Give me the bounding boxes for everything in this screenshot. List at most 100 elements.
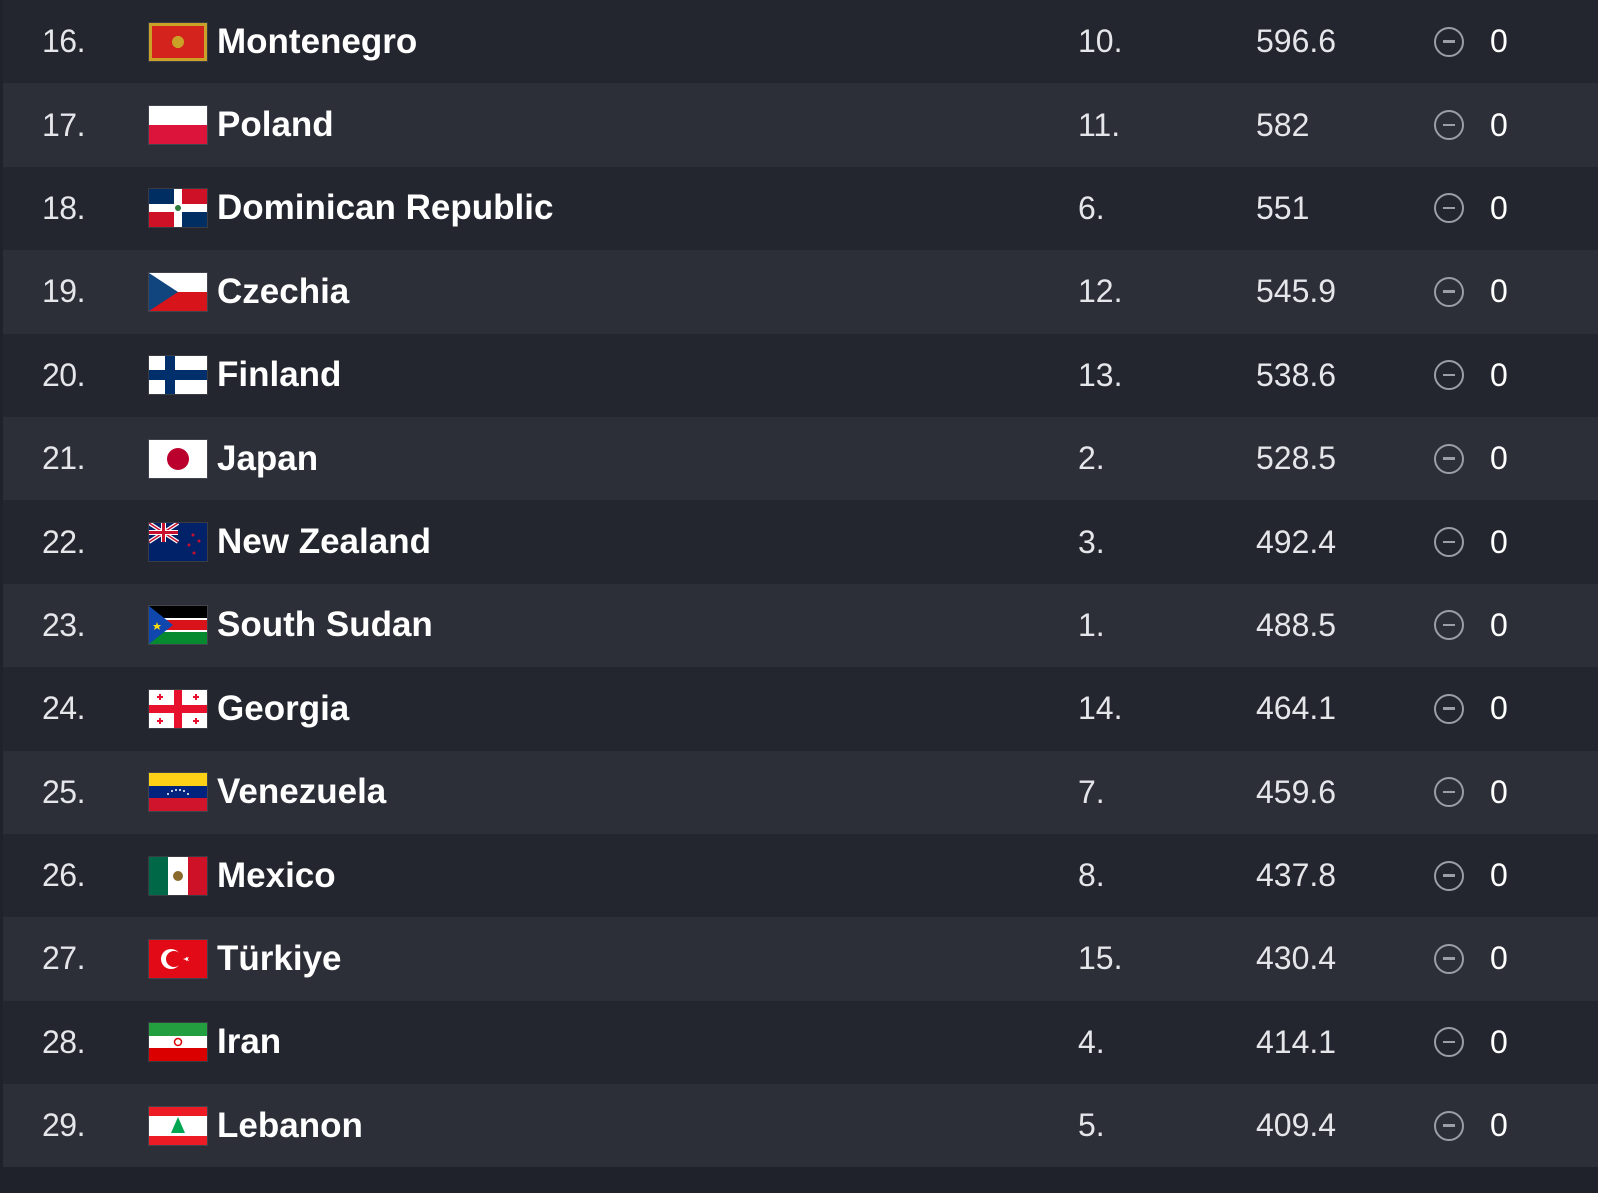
country-name[interactable]: Georgia — [217, 688, 350, 728]
no-change-icon — [1434, 360, 1464, 391]
table-row[interactable]: 24. Georgia 14. 464.1 0 — [3, 667, 1598, 751]
points: 596.6 — [1256, 23, 1337, 60]
zone-rank: 5. — [1078, 1107, 1105, 1144]
rank: 27. — [42, 940, 85, 977]
zone-rank: 3. — [1078, 523, 1105, 560]
new-zealand-flag-icon — [148, 522, 208, 563]
czechia-flag-icon — [148, 271, 208, 312]
country-name[interactable]: Poland — [217, 105, 334, 145]
points: 528.5 — [1256, 440, 1337, 477]
rank: 17. — [42, 106, 85, 143]
iran-flag-icon — [148, 1022, 208, 1063]
mexico-flag-icon — [148, 855, 208, 896]
table-row[interactable]: 28. Iran 4. 414.1 0 — [3, 1000, 1598, 1085]
zone-rank: 4. — [1078, 1023, 1105, 1060]
country-name[interactable]: Lebanon — [217, 1105, 363, 1145]
rank-change: 0 — [1490, 606, 1508, 643]
no-change-icon — [1434, 110, 1464, 141]
points: 492.4 — [1256, 523, 1337, 560]
rank-change: 0 — [1490, 23, 1508, 60]
no-change-icon — [1434, 1110, 1464, 1141]
country-name[interactable]: Japan — [217, 438, 319, 478]
japan-flag-icon — [148, 438, 208, 479]
country-name[interactable]: Venezuela — [217, 772, 387, 812]
south-sudan-flag-icon — [148, 605, 208, 646]
no-change-icon — [1434, 1027, 1464, 1058]
no-change-icon — [1434, 26, 1464, 57]
country-name[interactable]: Mexico — [217, 855, 336, 895]
rank-change: 0 — [1490, 356, 1508, 393]
table-row[interactable]: 25. Venezuela 7. 459.6 0 — [3, 750, 1598, 834]
country-name[interactable]: Türkiye — [217, 938, 342, 978]
zone-rank: 1. — [1078, 606, 1105, 643]
rank-change: 0 — [1490, 1023, 1508, 1060]
country-name[interactable]: South Sudan — [217, 605, 433, 645]
country-name[interactable]: Iran — [217, 1022, 282, 1062]
table-row[interactable]: 20. Finland 13. 538.6 0 — [3, 333, 1598, 417]
rank-change: 0 — [1490, 106, 1508, 143]
rank-change: 0 — [1490, 773, 1508, 810]
dominican-republic-flag-icon — [148, 188, 208, 229]
table-row[interactable]: 18. Dominican Republic 6. 551 0 — [3, 166, 1598, 251]
points: 459.6 — [1256, 773, 1337, 810]
lebanon-flag-icon — [148, 1105, 208, 1146]
rank: 24. — [42, 690, 85, 727]
finland-flag-icon — [148, 355, 208, 396]
rank: 29. — [42, 1107, 85, 1144]
rank: 21. — [42, 440, 85, 477]
no-change-icon — [1434, 860, 1464, 891]
points: 430.4 — [1256, 940, 1337, 977]
country-name[interactable]: Finland — [217, 355, 342, 395]
ranking-table: 16. Montenegro 10. 596.6 0 17. Poland 11… — [3, 0, 1598, 1168]
rank: 25. — [42, 773, 85, 810]
zone-rank: 10. — [1078, 23, 1123, 60]
zone-rank: 15. — [1078, 940, 1123, 977]
zone-rank: 7. — [1078, 773, 1105, 810]
rank: 23. — [42, 606, 85, 643]
table-row[interactable]: 27. Türkiye 15. 430.4 0 — [3, 917, 1598, 1001]
rank: 16. — [42, 23, 85, 60]
table-row[interactable]: 19. Czechia 12. 545.9 0 — [3, 250, 1598, 334]
rank-change: 0 — [1490, 690, 1508, 727]
zone-rank: 6. — [1078, 189, 1105, 226]
points: 464.1 — [1256, 690, 1337, 727]
rank-change: 0 — [1490, 1107, 1508, 1144]
points: 551 — [1256, 189, 1310, 226]
zone-rank: 12. — [1078, 273, 1123, 310]
table-row[interactable]: 16. Montenegro 10. 596.6 0 — [3, 0, 1598, 84]
no-change-icon — [1434, 193, 1464, 224]
country-name[interactable]: New Zealand — [217, 522, 431, 562]
rank: 20. — [42, 356, 85, 393]
rank: 19. — [42, 273, 85, 310]
no-change-icon — [1434, 443, 1464, 474]
zone-rank: 8. — [1078, 857, 1105, 894]
table-row[interactable]: 22. New Zealand 3. 492.4 0 — [3, 500, 1598, 584]
rank: 18. — [42, 189, 85, 226]
rank: 26. — [42, 857, 85, 894]
points: 409.4 — [1256, 1107, 1337, 1144]
table-row[interactable]: 26. Mexico 8. 437.8 0 — [3, 833, 1598, 918]
rank-change: 0 — [1490, 857, 1508, 894]
table-row[interactable]: 17. Poland 11. 582 0 — [3, 83, 1598, 167]
rank-change: 0 — [1490, 523, 1508, 560]
points: 582 — [1256, 106, 1310, 143]
country-name[interactable]: Montenegro — [217, 21, 418, 61]
points: 545.9 — [1256, 273, 1337, 310]
points: 437.8 — [1256, 857, 1337, 894]
no-change-icon — [1434, 693, 1464, 724]
table-row[interactable]: 23. South Sudan 1. 488.5 0 — [3, 583, 1598, 668]
zone-rank: 2. — [1078, 440, 1105, 477]
venezuela-flag-icon — [148, 772, 208, 813]
poland-flag-icon — [148, 105, 208, 146]
points: 488.5 — [1256, 606, 1337, 643]
country-name[interactable]: Czechia — [217, 271, 350, 311]
no-change-icon — [1434, 276, 1464, 307]
table-row[interactable]: 29. Lebanon 5. 409.4 0 — [3, 1084, 1598, 1168]
no-change-icon — [1434, 943, 1464, 974]
rank-change: 0 — [1490, 273, 1508, 310]
table-row[interactable]: 21. Japan 2. 528.5 0 — [3, 416, 1598, 501]
points: 538.6 — [1256, 356, 1337, 393]
zone-rank: 11. — [1078, 106, 1121, 143]
country-name[interactable]: Dominican Republic — [217, 188, 554, 228]
rank: 22. — [42, 523, 85, 560]
